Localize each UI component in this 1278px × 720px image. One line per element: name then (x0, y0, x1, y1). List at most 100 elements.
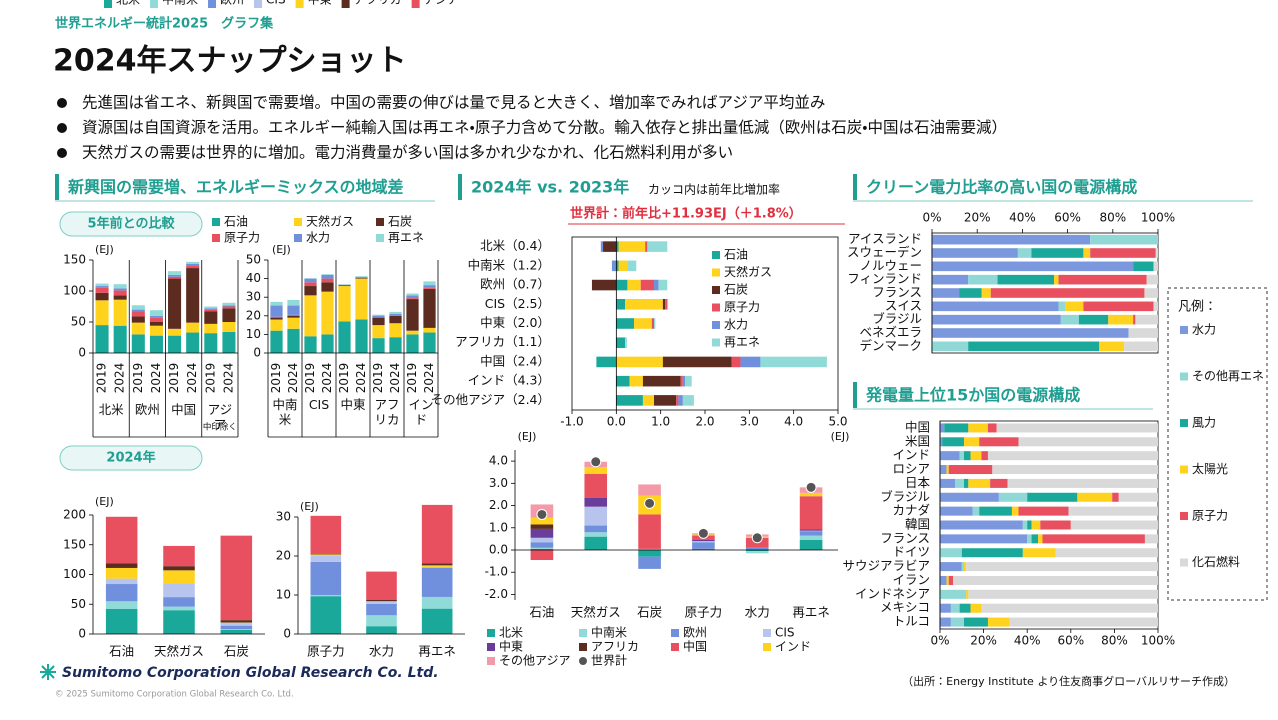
bar-segment (321, 274, 334, 275)
bar-segment (940, 478, 956, 488)
bar-segment (638, 548, 661, 550)
y-tick-label: 50 (71, 315, 86, 329)
y-tick-label: 200 (63, 508, 86, 522)
bar-segment (270, 301, 283, 306)
category-label: 石炭 (637, 605, 662, 620)
category-label: 中国（2.4） (480, 353, 550, 368)
legend-label: 再エネ (724, 335, 760, 349)
bar-segment (616, 356, 663, 368)
x-tick-label: 2.0 (695, 415, 714, 429)
bar-segment (616, 395, 643, 406)
bar-segment (997, 274, 1055, 285)
bar-segment (1070, 520, 1158, 530)
bar-segment (981, 451, 988, 461)
bar-segment (131, 334, 145, 353)
bar-segment (981, 603, 1158, 613)
legend-swatch (376, 218, 384, 226)
bar-segment (186, 261, 200, 264)
label-line: イン (408, 397, 433, 412)
bar-segment (389, 323, 402, 338)
bar-segment (131, 305, 145, 310)
bar-segment (618, 241, 646, 252)
bar-segment (667, 298, 669, 310)
y-tick-label: -1.0 (485, 565, 508, 579)
bar-segment (355, 278, 368, 320)
y-tick-label: 50 (71, 597, 86, 611)
legend-label: 欧州 (683, 626, 707, 640)
y-tick-label: 40 (246, 271, 261, 285)
y-tick-label: 0 (78, 346, 86, 360)
bar-segment (990, 478, 1008, 488)
legend-swatch (487, 657, 495, 665)
section-marker (458, 174, 462, 200)
bar-segment (149, 317, 163, 322)
bar-segment (389, 313, 402, 316)
legend-swatch (712, 338, 720, 347)
bar-segment (1068, 506, 1158, 516)
bar-segment (625, 337, 627, 349)
legend-label: 石油 (224, 215, 248, 229)
category-label: スイス (885, 298, 922, 313)
bar-segment (968, 274, 998, 285)
y-tick-label: 30 (276, 510, 291, 524)
bar-segment (163, 545, 195, 567)
category-label: イラン (892, 572, 930, 587)
bar-segment (423, 285, 436, 288)
category-label: カナダ (892, 503, 930, 518)
bar-segment (355, 319, 368, 353)
bar-segment (932, 314, 1061, 325)
bar-segment (1058, 301, 1066, 312)
legend-swatch (1180, 558, 1188, 567)
total-dot (590, 456, 602, 468)
bar-segment (423, 288, 436, 328)
bar-segment (799, 496, 823, 530)
bar-segment (389, 337, 402, 353)
bar-segment (406, 298, 419, 300)
bar-segment (186, 263, 200, 266)
y-tick-label: 0 (78, 627, 86, 641)
bar-segment (186, 322, 200, 333)
bar-segment (1031, 534, 1039, 544)
bar-segment (596, 356, 617, 368)
label-line: 米 (279, 412, 292, 427)
legend-label: アジア (424, 0, 460, 7)
group-label: 中東 (340, 397, 366, 412)
bar-segment (1040, 520, 1071, 530)
bar-segment (979, 506, 1012, 516)
legend-marker (579, 657, 587, 665)
bar-segment (222, 322, 236, 332)
bar-segment (222, 308, 236, 322)
bar-segment (222, 331, 236, 353)
bar-segment (745, 547, 769, 550)
category-label: CIS（2.5） (485, 296, 550, 311)
bar-segment (946, 465, 949, 475)
bar-segment (421, 596, 453, 609)
bar-segment (406, 299, 419, 331)
bar-segment (745, 550, 769, 552)
bar-segment (1118, 492, 1158, 502)
bar-segment (1011, 506, 1019, 516)
bar-segment (1128, 328, 1158, 338)
bar-segment (1022, 548, 1056, 558)
x-tick-label: 20% (964, 211, 991, 225)
legend-swatch (712, 303, 720, 312)
bar-segment (692, 548, 715, 550)
bar-segment (940, 534, 1028, 544)
legend-swatch (1180, 419, 1188, 427)
total-dot (697, 527, 709, 539)
label-line: 中国 (171, 402, 196, 417)
bar-segment (222, 305, 236, 307)
bar-segment (600, 241, 604, 252)
chart-title: クリーン電力比率の高い国の電源構成 (866, 178, 1137, 197)
legend-swatch (487, 629, 495, 637)
x-tick-label: 3.0 (740, 415, 759, 429)
bar-segment (942, 437, 964, 447)
bar-segment (959, 288, 982, 298)
category-label: 再エネ (418, 644, 456, 659)
y-tick-label: 2.0 (489, 498, 508, 512)
bar-segment (95, 287, 109, 293)
category-label: アイスランド (848, 231, 922, 246)
year-label: 2019 (371, 363, 385, 394)
category-label: 再エネ (792, 605, 830, 620)
category-label: 韓国 (905, 517, 930, 532)
